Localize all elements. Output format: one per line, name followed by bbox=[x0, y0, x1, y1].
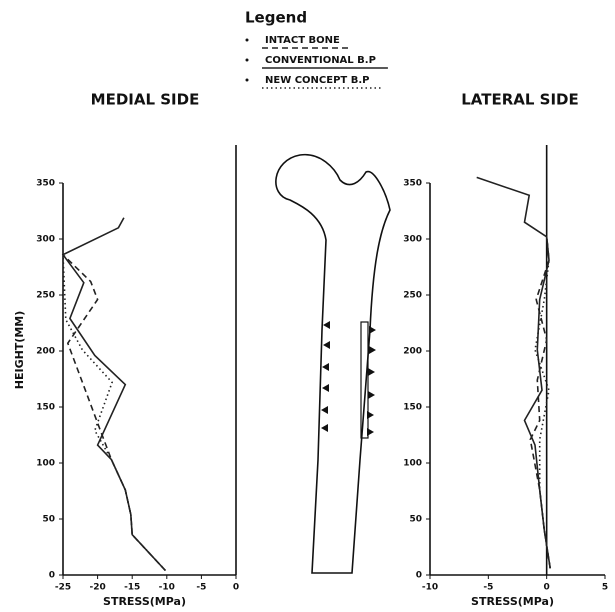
x-tick-label: -5 bbox=[196, 583, 206, 593]
x-tick-label: -10 bbox=[159, 583, 175, 593]
x-tick-label: 0 bbox=[233, 583, 239, 593]
y-tick-label: 150 bbox=[403, 403, 422, 413]
y-axis-label: HEIGHT(MM) bbox=[13, 311, 26, 390]
series-line bbox=[63, 255, 165, 571]
x-tick-label: 0 bbox=[544, 583, 550, 593]
panel-title: LATERAL SIDE bbox=[461, 91, 579, 109]
legend-bullet bbox=[246, 39, 249, 42]
x-tick-label: -25 bbox=[55, 583, 71, 593]
chart: Legend INTACT BONE CONVENTIONAL B.P NEW CO… bbox=[0, 0, 615, 612]
y-tick-label: 0 bbox=[416, 571, 422, 581]
y-tick-label: 50 bbox=[42, 515, 55, 525]
x-tick-label: -15 bbox=[124, 583, 140, 593]
legend-label: CONVENTIONAL B.P bbox=[265, 55, 376, 66]
panel-title: MEDIAL SIDE bbox=[91, 91, 200, 109]
y-tick-label: 250 bbox=[36, 291, 55, 301]
y-tick-label: 0 bbox=[49, 571, 55, 581]
x-axis-label: STRESS(MPa) bbox=[471, 595, 554, 608]
y-tick-label: 150 bbox=[36, 403, 55, 413]
y-tick-label: 300 bbox=[403, 235, 422, 245]
x-tick-label: -10 bbox=[422, 583, 438, 593]
y-tick-label: 350 bbox=[36, 179, 55, 189]
series-line bbox=[63, 255, 165, 571]
y-tick-label: 100 bbox=[403, 459, 422, 469]
x-tick-label: 5 bbox=[602, 583, 608, 593]
y-tick-label: 50 bbox=[409, 515, 422, 525]
legend-bullet bbox=[246, 79, 249, 82]
y-tick-label: 200 bbox=[403, 347, 422, 357]
y-tick-label: 350 bbox=[403, 179, 422, 189]
x-axis-label: STRESS(MPa) bbox=[103, 595, 186, 608]
legend-label: NEW CONCEPT B.P bbox=[265, 75, 369, 86]
y-tick-label: 300 bbox=[36, 235, 55, 245]
y-tick-label: 100 bbox=[36, 459, 55, 469]
x-tick-label: -20 bbox=[89, 583, 105, 593]
series-line bbox=[477, 177, 551, 568]
y-tick-label: 200 bbox=[36, 347, 55, 357]
x-tick-label: -5 bbox=[483, 583, 493, 593]
y-tick-label: 250 bbox=[403, 291, 422, 301]
femur-outline bbox=[276, 155, 390, 573]
legend-label: INTACT BONE bbox=[265, 35, 340, 46]
legend-bullet bbox=[246, 59, 249, 62]
legend-title: Legend bbox=[245, 9, 307, 27]
